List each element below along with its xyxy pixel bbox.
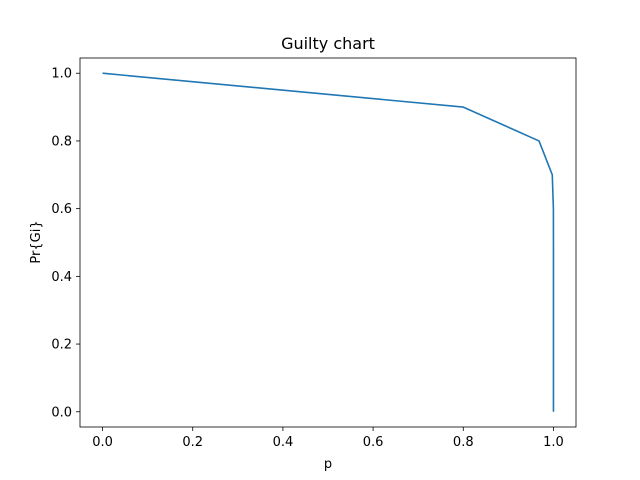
series-line-0 — [102, 72, 555, 412]
y-tick-label: 0.2 — [51, 338, 72, 353]
x-axis-label: p — [324, 457, 332, 472]
series-layer — [102, 72, 555, 412]
y-tick-label: 1.0 — [51, 67, 72, 82]
x-tick-label: 0.0 — [92, 435, 113, 450]
x-tick-label: 1.0 — [543, 435, 564, 450]
x-tick-label: 0.8 — [453, 435, 474, 450]
y-tick-label: 0.8 — [51, 134, 72, 149]
plot-area — [79, 57, 577, 428]
chart-title: Guilty chart — [281, 34, 375, 53]
y-axis-label: Pr{Gi} — [29, 220, 44, 263]
axes-frame — [79, 57, 577, 428]
y-axis-ticks: 0.0 0.2 0.4 0.6 0.8 1.0 — [51, 67, 80, 420]
y-tick-label: 0.4 — [51, 270, 72, 285]
x-tick-label: 0.4 — [273, 435, 294, 450]
y-tick-label: 0.6 — [51, 202, 72, 217]
x-tick-label: 0.6 — [363, 435, 384, 450]
y-tick-label: 0.0 — [51, 405, 72, 420]
x-tick-label: 0.2 — [182, 435, 203, 450]
x-axis-ticks: 0.0 0.2 0.4 0.6 0.8 1.0 — [92, 427, 564, 450]
